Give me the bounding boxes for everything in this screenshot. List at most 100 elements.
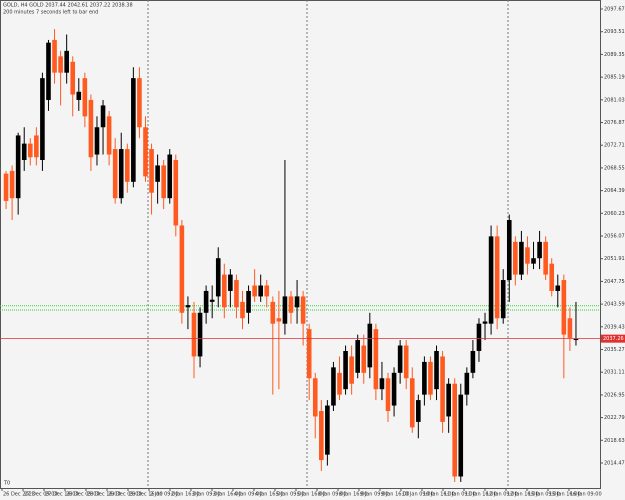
candle-body: [488, 236, 494, 324]
y-tick-label: 2051.91: [604, 256, 625, 262]
candle-body: [312, 378, 318, 417]
candle-body: [482, 321, 488, 324]
x-tick-label: 29 Dec 16:00: [129, 492, 163, 498]
candle-body: [543, 241, 548, 275]
candle-body: [531, 258, 536, 264]
x-tick-label: 15 Jan 09:00: [528, 492, 560, 498]
candle-body: [112, 149, 118, 199]
plot-frame: [0, 0, 601, 489]
candle-body: [270, 301, 276, 324]
candle-body: [143, 127, 148, 177]
candle-body: [361, 345, 367, 373]
candle-body: [46, 42, 51, 100]
candle-body: [397, 345, 403, 373]
candle-body: [379, 378, 385, 390]
candle-body: [525, 247, 530, 264]
x-tick-label: 2 Jan 16:00: [171, 492, 199, 498]
candle-body: [549, 263, 555, 291]
candle-body: [422, 361, 427, 395]
candle-body: [100, 105, 106, 128]
candle-body: [264, 285, 270, 297]
x-tick-label: 27 Dec 16:00: [45, 492, 79, 498]
x-tick-label: 3 Jan 09:00: [192, 492, 220, 498]
candle-body: [15, 135, 21, 199]
candle-body: [452, 383, 458, 477]
y-tick-label: 2018.63: [604, 438, 625, 444]
price-tag: [601, 334, 625, 343]
candle-body: [155, 165, 160, 182]
x-tick-label: 11 Jan 16:00: [465, 492, 497, 498]
candle-body: [173, 159, 179, 226]
candle-body: [58, 56, 63, 73]
candle-body: [40, 78, 45, 160]
x-tick-label: 10 Jan 09:00: [402, 492, 434, 498]
x-tick-label: 16 Jan 09:00: [570, 492, 602, 498]
y-tick-label: 2093.51: [604, 29, 625, 35]
candle-body: [573, 338, 579, 341]
y-tick-label: 2022.79: [604, 415, 625, 421]
x-tick-label: 12 Jan 09:00: [486, 492, 518, 498]
candle-body: [367, 323, 373, 368]
x-tick-label: 4 Jan 09:00: [234, 492, 262, 498]
y-tick-label: 2060.23: [604, 211, 625, 217]
candle-body: [434, 350, 439, 390]
candle-body: [355, 340, 360, 373]
candle-body: [191, 312, 197, 357]
candle-body: [52, 39, 57, 73]
candle-body: [21, 143, 27, 160]
candle-body: [88, 99, 94, 158]
y-tick-label: 2097.67: [604, 7, 625, 13]
y-tick-label: 2076.87: [604, 120, 625, 126]
candle-body: [179, 225, 185, 313]
candle-body: [82, 78, 88, 117]
y-tick-label: 2014.47: [604, 461, 625, 467]
x-tick-label: 8 Jan 09:00: [318, 492, 346, 498]
y-tick-label: 2072.71: [604, 143, 625, 149]
candle-body: [185, 305, 191, 308]
candle-body: [428, 361, 433, 395]
price-tag-label: 2037.26: [603, 336, 624, 342]
candle-body: [34, 135, 39, 158]
candle-body: [500, 280, 506, 319]
candle-body: [167, 154, 173, 199]
y-tick-label: 2043.59: [604, 302, 625, 308]
candle-body: [464, 372, 470, 395]
x-tick-label: 9 Jan 09:00: [360, 492, 388, 498]
y-tick-label: 2026.95: [604, 392, 625, 398]
candle-body: [234, 280, 239, 308]
candle-body: [124, 149, 130, 182]
candle-body: [519, 241, 524, 275]
candle-body: [94, 127, 100, 155]
chart-title: GOLD, H4 GOLD 2037.44 2042.61 2037.22 20…: [3, 3, 133, 9]
y-tick-label: 2047.75: [604, 279, 625, 285]
x-tick-label: 5 Jan 16:00: [297, 492, 325, 498]
y-tick-label: 2089.35: [604, 52, 625, 58]
y-tick-label: 2031.11: [604, 370, 625, 376]
candle-body: [106, 116, 112, 155]
candle-body: [137, 78, 142, 128]
x-tick-label: 4 Jan 16:00: [255, 492, 283, 498]
candle-body: [440, 356, 445, 422]
candle-body: [64, 50, 69, 73]
candle-body: [567, 318, 573, 338]
candle-body: [349, 356, 354, 384]
candle-body: [513, 241, 518, 275]
candle-body: [282, 296, 288, 324]
x-tick-label: 12 Jan 16:00: [507, 492, 539, 498]
y-tick-label: 2068.55: [604, 165, 625, 171]
candle-body: [70, 61, 76, 95]
candle-body: [337, 372, 342, 395]
candle-body: [494, 236, 500, 319]
x-tick-label: 9 Jan 16:00: [381, 492, 409, 498]
x-tick-label: 26 Dec 2023: [3, 492, 35, 498]
candle-body: [537, 241, 542, 259]
candle-body: [240, 301, 245, 319]
candle-body: [288, 296, 294, 313]
y-tick-label: 2056.07: [604, 234, 625, 240]
candle-body: [555, 285, 561, 291]
x-tick-label: 29 Dec 09:00: [108, 492, 142, 498]
candle-body: [203, 290, 209, 313]
x-tick-label: 15 Jan 16:00: [549, 492, 581, 498]
